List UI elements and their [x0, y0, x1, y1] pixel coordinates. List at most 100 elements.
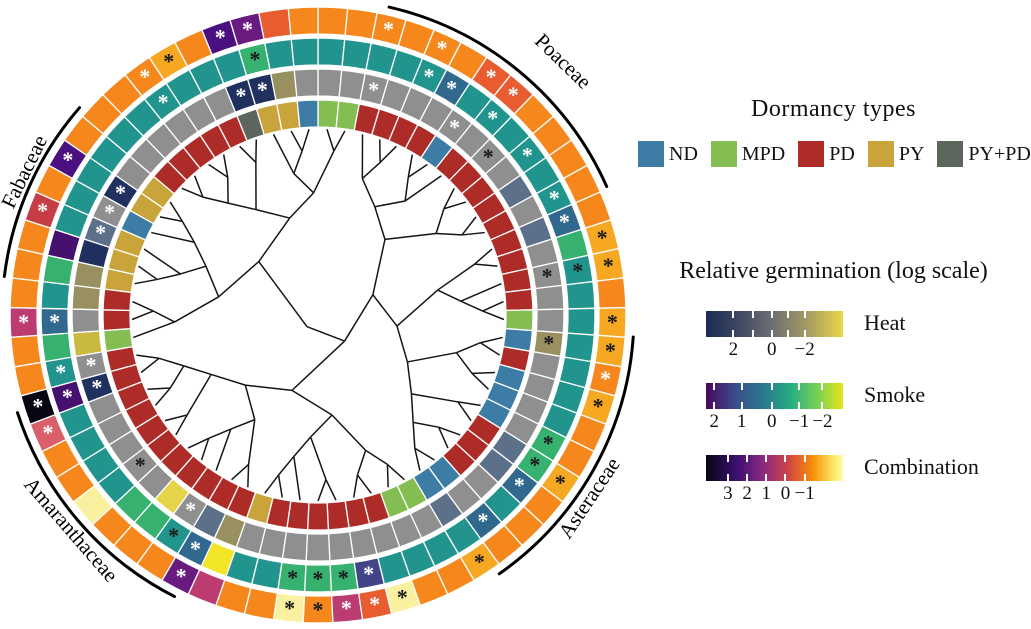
dendrogram-edge: [154, 387, 171, 406]
gradient-bar-tick: [765, 455, 768, 462]
dendrogram-edge: [202, 196, 229, 204]
significance-asterisk: *: [605, 338, 616, 363]
dormancy-legend: Dormancy types ND MPD PD PY PY+PD: [636, 96, 1031, 167]
ring-cell-heat: [317, 68, 343, 98]
dendrogram-edge: [361, 178, 376, 208]
dormancy-legend-item: PY+PD: [937, 141, 1031, 167]
circular-phylogeny-heatmap: ********** ***** * *** *********************…: [0, 5, 635, 624]
significance-asterisk: *: [215, 25, 226, 50]
ring-cell-smoke: [40, 280, 71, 310]
dendrogram-edge: [277, 455, 295, 476]
germination-legend: Relative germination (log scale) 2 0 −2 Hea…: [636, 258, 1031, 504]
significance-asterisk: *: [18, 310, 29, 335]
dormancy-swatch-label: MPD: [741, 142, 786, 165]
dendrogram-edge: [356, 450, 367, 476]
significance-asterisk: *: [483, 144, 494, 169]
dendrogram: [131, 128, 505, 502]
significance-asterisk: *: [55, 359, 66, 384]
gradient-bar-tick: [746, 455, 749, 462]
family-arc-asteraceae: [497, 335, 635, 576]
dendrogram-edge: [411, 393, 459, 403]
dormancy-swatch-mpd: [710, 141, 737, 167]
heatmap-rings: [9, 6, 627, 624]
dendrogram-edge: [317, 479, 327, 502]
ring-cell-smoke: [566, 307, 596, 336]
dendrogram-edge: [208, 163, 229, 178]
dendrogram-edge: [457, 401, 472, 422]
dendrogram-edge: [247, 464, 250, 488]
dendrogram-edge: [352, 474, 359, 498]
dendrogram-edge: [372, 294, 398, 327]
dendrogram-edge: [169, 365, 185, 389]
gradient-bar-tick: [713, 383, 716, 390]
dormancy-legend-item: ND: [638, 141, 698, 167]
dendrogram-edge: [132, 300, 154, 312]
significance-asterisk: *: [313, 597, 324, 622]
gradient-tick-label: −2: [794, 339, 815, 360]
family-arc-amaranthaceae: [15, 411, 177, 599]
significance-asterisk: *: [62, 384, 73, 409]
gradient-bar-tick: [787, 330, 790, 337]
germination-legend-title: Relative germination (log scale): [679, 258, 988, 284]
ring-cell-heat: [534, 284, 565, 311]
dendrogram-edge: [325, 479, 337, 501]
dormancy-swatch-label: PD: [829, 142, 855, 165]
gradient-bar-tick: [803, 311, 806, 318]
ring-cell-heat: [71, 284, 102, 311]
gradient-bar-tick: [803, 474, 806, 481]
significance-asterisk: *: [37, 198, 48, 223]
dendrogram-edge: [175, 414, 188, 436]
dendrogram-edge: [456, 342, 481, 354]
gradient-tick-label: −2: [812, 411, 833, 432]
dendrogram-edge: [474, 263, 498, 267]
dendrogram-edge: [136, 354, 160, 360]
dormancy-swatch-nd: [638, 141, 664, 167]
dendrogram-edge: [222, 154, 229, 178]
significance-asterisk: *: [368, 77, 379, 102]
dendrogram-edge: [291, 340, 346, 391]
dendrogram-edge: [461, 231, 485, 236]
dendrogram-edge: [412, 422, 416, 449]
gradient-bar-smoke: [706, 383, 843, 409]
significance-asterisk: *: [529, 452, 540, 477]
significance-asterisk: *: [341, 596, 352, 621]
ring-cell-dormancy: [326, 500, 350, 531]
significance-markers: ********** ***** * *** *********************…: [18, 17, 618, 622]
dendrogram-edge: [461, 216, 477, 236]
ring-cell-dormancy: [102, 309, 132, 332]
dendrogram-edge: [386, 464, 389, 488]
ring-cell-heat: [269, 69, 298, 101]
ring-cell-dormancy: [296, 99, 319, 129]
dendrogram-edge: [183, 365, 212, 376]
dendrogram-edge: [193, 241, 207, 267]
dendrogram-edge: [326, 128, 335, 152]
significance-asterisk: *: [369, 592, 380, 617]
significance-asterisk: *: [542, 263, 553, 288]
gradient-bar-tick: [726, 455, 729, 462]
dendrogram-edge: [437, 263, 476, 291]
germination-bar-row-heat: 2 0 −2 Heat: [706, 310, 906, 360]
dormancy-legend-title: Dormancy types: [751, 96, 916, 122]
gradient-tick-label: 1: [736, 411, 747, 432]
dendrogram-edge: [414, 447, 435, 461]
dendrogram-edge: [455, 352, 473, 374]
dendrogram-edge: [457, 401, 481, 407]
significance-asterisk: *: [559, 209, 570, 234]
dendrogram-edge: [143, 248, 181, 275]
dendrogram-edge: [227, 202, 257, 211]
dendrogram-edge: [187, 437, 210, 449]
significance-asterisk: *: [549, 186, 560, 211]
dendrogram-edge: [247, 419, 256, 465]
dendrogram-edge: [396, 325, 409, 363]
dendrogram-edge: [156, 273, 181, 281]
gradient-bar-tick: [784, 455, 787, 462]
dendrogram-edge: [218, 261, 260, 298]
ring-cell-smoke: [565, 280, 596, 310]
significance-asterisk: *: [249, 47, 260, 72]
dendrogram-edge: [460, 300, 484, 312]
significance-asterisk: *: [363, 561, 374, 586]
gradient-bar-tick: [770, 383, 773, 390]
dendrogram-edge: [479, 342, 501, 356]
dendrogram-edge: [438, 426, 461, 436]
ring-cell-combination: [317, 6, 349, 37]
